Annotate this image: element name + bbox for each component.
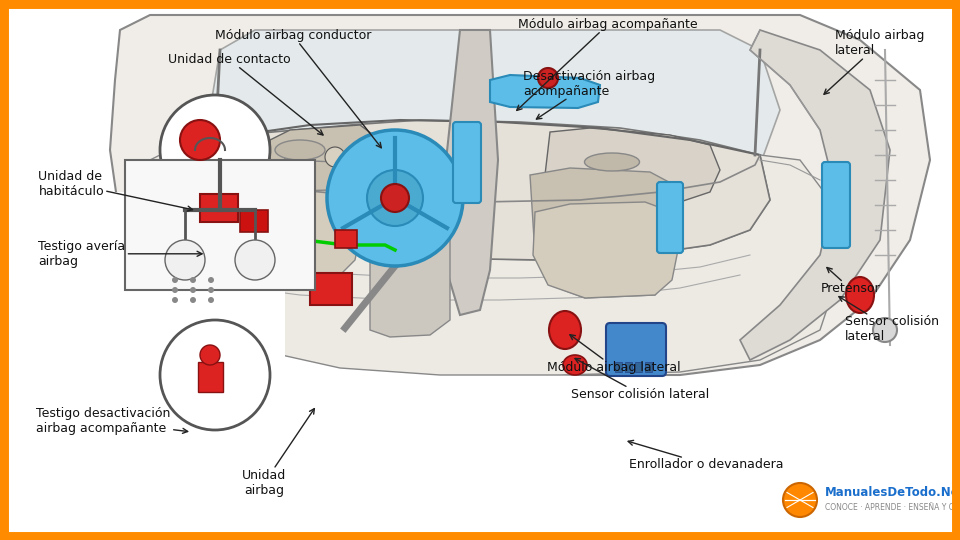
Bar [310,273,352,305]
Circle shape [538,68,558,88]
Circle shape [285,148,305,168]
FancyBboxPatch shape [453,122,481,203]
Bar [625,362,632,372]
Bar [15,192,285,522]
Circle shape [208,277,214,283]
Text: Sensor colisión lateral: Sensor colisión lateral [571,359,709,401]
Bar [615,362,622,372]
Text: Módulo airbag lateral: Módulo airbag lateral [547,335,681,374]
Polygon shape [270,125,380,190]
Polygon shape [490,75,600,108]
Bar [200,194,238,222]
Circle shape [190,287,196,293]
Circle shape [783,483,817,517]
Polygon shape [110,15,930,375]
Ellipse shape [846,277,874,313]
Bar [240,210,268,232]
Polygon shape [740,30,890,360]
Circle shape [325,147,345,167]
Circle shape [208,287,214,293]
Bar [335,230,357,248]
Text: Desactivación airbag
acompañante: Desactivación airbag acompañante [523,70,656,119]
Circle shape [235,240,275,280]
Text: Módulo airbag conductor: Módulo airbag conductor [215,29,381,148]
Bar [645,362,652,372]
FancyBboxPatch shape [606,323,666,376]
Circle shape [165,240,205,280]
Polygon shape [238,190,360,278]
Polygon shape [215,120,770,260]
Circle shape [200,345,220,365]
Text: Unidad
airbag: Unidad airbag [242,409,314,497]
Polygon shape [210,30,780,200]
Circle shape [160,95,270,205]
Text: Unidad de
habitáculo: Unidad de habitáculo [38,170,193,211]
Polygon shape [533,202,678,298]
Polygon shape [530,168,680,298]
Polygon shape [145,150,840,375]
Bar [125,160,315,290]
Bar [635,362,642,372]
Text: Módulo airbag
lateral: Módulo airbag lateral [824,29,924,94]
Ellipse shape [585,153,639,171]
Circle shape [180,120,220,160]
Text: ManualesDeTodo.Net: ManualesDeTodo.Net [825,485,960,498]
Ellipse shape [275,140,325,160]
Circle shape [172,297,178,303]
FancyBboxPatch shape [822,162,850,248]
Circle shape [347,155,367,175]
Text: CONOCE · APRENDE · ENSEÑA Y COMPARTE: CONOCE · APRENDE · ENSEÑA Y COMPARTE [825,503,960,512]
Text: Módulo airbag acompañante: Módulo airbag acompañante [516,18,698,111]
Ellipse shape [563,355,587,375]
Circle shape [381,184,409,212]
Circle shape [172,287,178,293]
Text: Testigo avería
airbag: Testigo avería airbag [38,240,202,268]
Circle shape [367,170,423,226]
Text: Enrollador o devanadera: Enrollador o devanadera [628,440,783,471]
Circle shape [873,318,897,342]
Circle shape [190,277,196,283]
Bar [198,362,223,392]
Circle shape [327,130,463,266]
Polygon shape [235,160,360,278]
Ellipse shape [549,311,581,349]
FancyBboxPatch shape [657,182,683,253]
Circle shape [172,277,178,283]
Text: Pretensor: Pretensor [821,267,880,295]
FancyBboxPatch shape [780,477,948,522]
Text: Sensor colisión
lateral: Sensor colisión lateral [839,296,939,343]
Text: Testigo desactivación
airbag acompañante: Testigo desactivación airbag acompañante [36,407,188,435]
Circle shape [160,320,270,430]
Polygon shape [370,195,450,337]
Polygon shape [445,30,498,315]
Circle shape [190,297,196,303]
Polygon shape [545,128,720,207]
Text: Unidad de contacto: Unidad de contacto [168,53,323,135]
Circle shape [208,297,214,303]
